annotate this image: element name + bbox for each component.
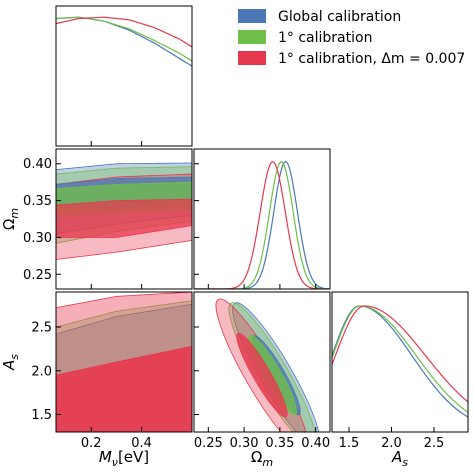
xlabel-omegam-main: Ω	[251, 448, 262, 466]
panel-omegam-vs-mnu	[56, 162, 192, 260]
as-omegam-sigma1-1deg-dm	[236, 332, 288, 418]
legend-label-global: Global calibration	[278, 9, 401, 25]
frame-mnu-marginal	[55, 5, 193, 147]
frame-omegam-vs-mnu	[55, 148, 193, 290]
xlabel-as-sub: s	[402, 456, 408, 469]
legend-swatch-global	[238, 9, 266, 23]
omegam-xtick-label-3: 0.40	[301, 436, 330, 451]
omegam-xtick-label-1: 0.30	[230, 436, 259, 451]
xlabel-mnu: Mν[eV]	[99, 448, 149, 469]
omegam-xtick-label-0: 0.25	[194, 436, 223, 451]
legend-swatch-1deg-dm	[238, 51, 266, 65]
omegam-ytick-label-0: 0.25	[23, 268, 52, 283]
mnu-marginal-line-1deg	[56, 16, 192, 62]
panel-as-vs-omegam	[215, 298, 321, 432]
ylabel-as-sub: s	[8, 354, 21, 360]
omegam-xtick-label-2: 0.35	[265, 436, 294, 451]
ylabel-omegam-main: Ω	[0, 219, 18, 230]
legend-label-1deg: 1° calibration	[278, 30, 372, 46]
ylabel-as-main: A	[0, 360, 18, 371]
panel-omegam-marginal	[194, 160, 330, 289]
ylabel-omegam-sub: m	[8, 208, 21, 219]
panel-mnu-marginal	[56, 16, 192, 67]
panel-as-vs-mnu	[56, 292, 192, 432]
xlabel-as-main: A	[391, 448, 402, 466]
ylabel-as: As	[0, 354, 21, 371]
legend: Global calibration 1° calibration 1° cal…	[238, 9, 465, 67]
mnu-xtick-label-1: 0.4	[131, 436, 152, 451]
as-ytick-label-1: 2.0	[31, 364, 52, 379]
legend-label-1deg-dm: 1° calibration, Δm = 0.007	[278, 51, 465, 67]
xlabel-omegam-sub: m	[262, 456, 273, 469]
as-marginal-line-1deg	[332, 305, 468, 413]
mnu-marginal-line-1deg-dm	[56, 16, 192, 48]
omegam-marginal-line-1deg	[194, 161, 330, 289]
frame-as-vs-omegam	[193, 291, 331, 433]
xlabel-mnu-main: M	[99, 448, 112, 466]
omegam-mnu-sigma1-1deg-dm	[56, 198, 192, 238]
omegam-ytick-label-2: 0.35	[23, 194, 52, 209]
tick-layer: 0.2 0.4 0.25 0.30 0.35 0.40 1.5 2.0 2.5 0.25 0.30 0…	[23, 141, 444, 451]
mnu-xtick-label-0: 0.2	[81, 436, 102, 451]
frame-as-marginal	[331, 291, 469, 433]
xlabel-omegam: Ωm	[251, 448, 273, 469]
ylabel-omegam: Ωm	[0, 208, 21, 230]
mnu-marginal-line-global	[56, 16, 192, 67]
omegam-ytick-label-3: 0.40	[23, 157, 52, 172]
as-ytick-label-0: 1.5	[31, 408, 52, 423]
as-ytick-label-2: 2.5	[31, 321, 52, 336]
as-xtick-label-1: 2.0	[381, 436, 402, 451]
panel-as-marginal	[332, 305, 468, 418]
as-marginal-line-1deg-dm	[332, 305, 468, 403]
frame-omegam-marginal	[193, 148, 331, 290]
xlabel-as: As	[391, 448, 408, 469]
frame-as-vs-mnu	[55, 291, 193, 433]
omegam-ytick-label-1: 0.30	[23, 231, 52, 246]
as-mnu-sigma1-1deg-dm	[56, 345, 192, 432]
xlabel-mnu-sub: ν	[112, 456, 118, 469]
legend-swatch-1deg	[238, 30, 266, 44]
as-xtick-label-2: 2.5	[424, 436, 445, 451]
as-marginal-line-global	[332, 305, 468, 418]
omegam-marginal-line-global	[194, 160, 330, 289]
xlabel-mnu-suffix: [eV]	[118, 448, 149, 466]
as-xtick-label-0: 1.5	[339, 436, 360, 451]
